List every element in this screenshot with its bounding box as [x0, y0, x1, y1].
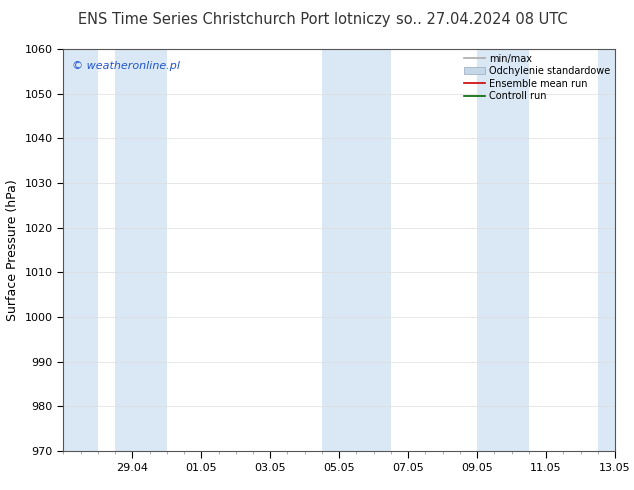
Bar	[63, 49, 98, 451]
Legend: min/max, Odchylenie standardowe, Ensemble mean run, Controll run: min/max, Odchylenie standardowe, Ensembl…	[460, 50, 614, 105]
Bar	[598, 49, 615, 451]
Bar	[322, 49, 391, 451]
Bar	[115, 49, 167, 451]
Text: © weatheronline.pl: © weatheronline.pl	[72, 61, 179, 71]
Y-axis label: Surface Pressure (hPa): Surface Pressure (hPa)	[6, 179, 19, 321]
Bar	[477, 49, 529, 451]
Text: so.. 27.04.2024 08 UTC: so.. 27.04.2024 08 UTC	[396, 12, 567, 27]
Text: ENS Time Series Christchurch Port lotniczy: ENS Time Series Christchurch Port lotnic…	[79, 12, 391, 27]
